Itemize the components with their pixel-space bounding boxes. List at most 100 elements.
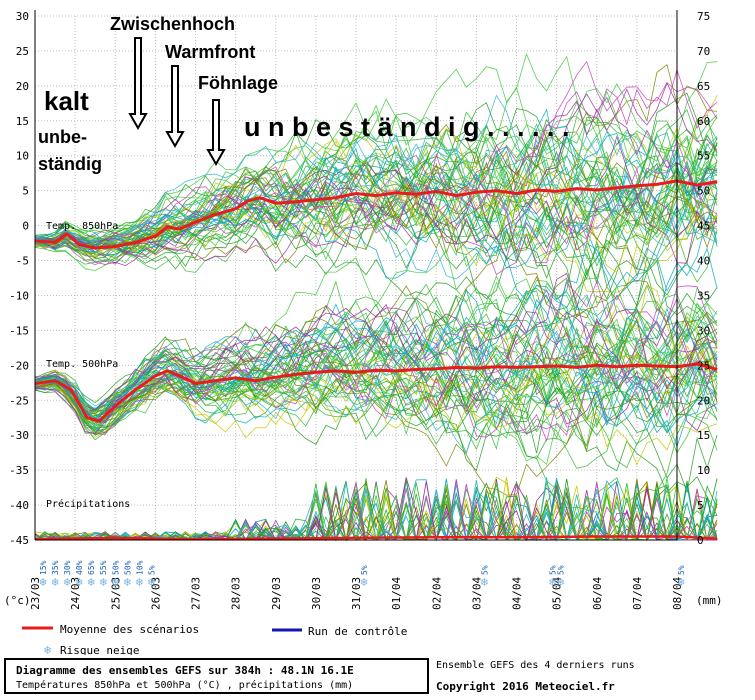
date-tick-label: 27/03 — [190, 577, 203, 610]
right-tick-label: 60 — [697, 115, 710, 128]
snow-risk-percent: 50% — [123, 560, 132, 575]
snow-risk-percent: 50% — [111, 560, 120, 575]
left-tick-label: 20 — [16, 80, 29, 93]
ensemble-member-line — [34, 354, 718, 469]
ensemble-member-line — [34, 161, 718, 273]
left-tick-label: 5 — [22, 185, 29, 198]
date-tick-label: 28/03 — [230, 577, 243, 610]
ensemble-member-line — [34, 311, 718, 435]
right-tick-label: 75 — [697, 10, 710, 23]
date-tick-label: 02/04 — [430, 577, 443, 610]
grid — [34, 15, 678, 541]
ensemble-member-line — [35, 284, 718, 409]
annotation-text: unbe- — [38, 127, 87, 147]
snowflake-icon: ❄ — [481, 575, 488, 589]
date-tick-label: 07/04 — [631, 577, 644, 610]
snowflake-icon: ❄ — [148, 575, 155, 589]
snowflake-icon: ❄ — [112, 575, 119, 589]
left-tick-label: -15 — [9, 324, 29, 337]
right-tick-label: 35 — [697, 289, 710, 302]
legend-label: Run de contrôle — [308, 625, 407, 638]
ensemble-member-line — [34, 64, 718, 249]
ensemble-chart: 302520151050-5-10-15-20-25-30-35-40-4575… — [4, 10, 723, 655]
ensemble-member-line — [34, 136, 718, 242]
snow-risk-percent: 5% — [147, 565, 156, 575]
date-tick-label: 06/04 — [591, 577, 604, 610]
snow-risk-percent: 5% — [549, 565, 558, 575]
right-tick-label: 70 — [697, 45, 710, 58]
snowflake-icon: ❄ — [557, 575, 564, 589]
snowflake-icon: ❄ — [100, 575, 107, 589]
left-tick-label: 30 — [16, 10, 29, 23]
snowflake-icon: ❄ — [76, 575, 83, 589]
left-tick-label: -5 — [16, 255, 29, 268]
annotation-text: ständig — [38, 154, 102, 174]
ensemble-member-line — [34, 156, 718, 253]
ensemble-member-line — [34, 360, 718, 454]
ensemble-member-line — [34, 149, 718, 262]
right-tick-label: 5 — [697, 499, 704, 512]
right-tick-label: 40 — [697, 255, 710, 268]
ensemble-member-line — [34, 139, 718, 251]
right-tick-label: 0 — [697, 534, 704, 547]
date-tick-label: 25/03 — [109, 577, 122, 610]
mean-lines — [34, 179, 718, 541]
snowflake-icon: ❄ — [88, 575, 95, 589]
right-tick-label: 45 — [697, 220, 710, 233]
right-tick-label: 10 — [697, 464, 710, 477]
down-arrow-icon — [128, 37, 148, 131]
right-tick-label: 25 — [697, 359, 710, 372]
snow-risk-percent: 10% — [135, 560, 144, 575]
date-tick-label: 31/03 — [350, 577, 363, 610]
ensemble-member-line — [34, 126, 718, 264]
snowflake-icon: ❄ — [39, 575, 46, 589]
snowflake-icon: ❄ — [677, 575, 684, 589]
ensemble-member-line — [34, 299, 718, 422]
ensemble-member-line — [34, 320, 718, 443]
snow-risk-percent: 30% — [63, 560, 72, 575]
ensemble-member-line — [34, 321, 718, 437]
ensemble-member-line — [34, 242, 718, 419]
date-tick-label: 24/03 — [69, 577, 82, 610]
snowflake-icon: ❄ — [44, 643, 51, 655]
ensemble-member-line — [34, 359, 718, 466]
ensemble-member-line — [34, 316, 718, 448]
ensemble-member-line — [34, 285, 718, 437]
footer-title: Diagramme des ensembles GEFS sur 384h : … — [16, 664, 354, 677]
snowflake-icon: ❄ — [51, 575, 58, 589]
left-tick-label: -35 — [9, 464, 29, 477]
date-tick-label: 29/03 — [270, 577, 283, 610]
ensemble-member-line — [34, 181, 718, 264]
annotation-text: Zwischenhoch — [110, 14, 235, 34]
snowflake-icon: ❄ — [360, 575, 367, 589]
right-tick-label: 65 — [697, 80, 710, 93]
snowflake-icon: ❄ — [63, 575, 70, 589]
left-tick-label: 0 — [22, 220, 29, 233]
footer-box: Diagramme des ensembles GEFS sur 384h : … — [4, 658, 429, 694]
date-tick-label: 04/04 — [511, 577, 524, 610]
ensemble-member-line — [34, 300, 718, 434]
left-tick-label: -10 — [9, 289, 29, 302]
ensemble-member-line — [34, 209, 718, 339]
left-unit-label: (°c) — [4, 594, 31, 607]
ensemble-member-line — [34, 68, 718, 250]
right-tick-label: 15 — [697, 429, 710, 442]
ensemble-member-line — [34, 297, 718, 434]
snow-risk-percent: 55% — [99, 560, 108, 575]
annotation-text: u n b e s t ä n d i g . . . . . . — [244, 112, 570, 142]
credit-line: Ensemble GEFS des 4 derniers runs — [436, 660, 635, 671]
date-tick-label: 26/03 — [149, 577, 162, 610]
right-tick-label: 50 — [697, 185, 710, 198]
ensemble-member-line — [34, 112, 718, 243]
ensemble-member-line — [34, 328, 718, 445]
snow-risk-percent: 5% — [677, 565, 686, 575]
mean-line-500 — [34, 362, 718, 423]
snow-risk-percent: 5% — [360, 565, 369, 575]
left-tick-label: -20 — [9, 359, 29, 372]
down-arrow-icon — [165, 65, 185, 149]
right-unit-label: (mm) — [696, 594, 723, 607]
ensemble-member-line — [34, 93, 718, 264]
mean-line-precip — [34, 535, 718, 541]
legend-label: Risque neige — [60, 644, 139, 655]
annotation-text: Föhnlage — [198, 73, 278, 93]
